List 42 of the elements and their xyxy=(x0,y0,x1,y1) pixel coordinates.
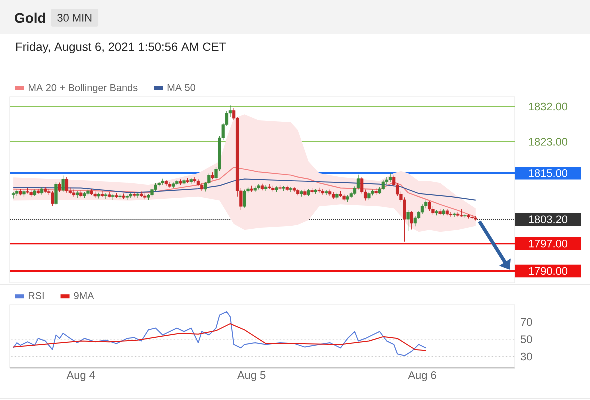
chart-subtitle: 30 MIN xyxy=(58,14,92,22)
candlestick xyxy=(72,190,76,198)
candlestick xyxy=(51,190,54,207)
candlestick xyxy=(321,189,325,196)
candlestick xyxy=(406,210,410,232)
y-tick-label: 50 xyxy=(520,336,532,344)
candlestick xyxy=(12,192,16,200)
candlestick xyxy=(410,210,414,230)
x-tick-label: Aug 6 xyxy=(408,372,436,382)
ref-line-label: 1790.00 xyxy=(529,267,568,276)
text: Friday, August 6, 2021 1:50:56 AM CET xyxy=(16,42,226,54)
legend-label: 9MA xyxy=(74,292,94,300)
y-tick-label: 70 xyxy=(521,318,532,326)
candlestick xyxy=(76,191,80,199)
candlestick xyxy=(65,176,68,194)
ref-line-label: 1797.00 xyxy=(529,240,568,248)
candlestick xyxy=(324,190,328,196)
ref-line-label: 1823.00 xyxy=(529,138,568,146)
ref-line-label: 1832.00 xyxy=(529,102,568,111)
candlestick xyxy=(104,193,108,200)
ref-line-label: 1815.00 xyxy=(529,169,568,178)
candlestick xyxy=(452,212,456,218)
chart-title: Gold xyxy=(15,12,46,24)
y-tick-label: 30 xyxy=(520,352,532,361)
candlestick xyxy=(243,190,246,208)
candlestick xyxy=(54,182,58,206)
candlestick xyxy=(289,187,293,193)
candlestick xyxy=(382,180,385,190)
legend-label: MA 50 xyxy=(168,84,196,92)
x-tick-label: Aug 4 xyxy=(66,372,96,382)
legend-label: RSI xyxy=(28,292,44,300)
candlestick xyxy=(58,182,62,192)
candlestick xyxy=(388,173,392,182)
candlestick xyxy=(136,192,140,198)
candlestick xyxy=(62,175,65,192)
candlestick xyxy=(193,176,196,184)
candlestick xyxy=(428,200,432,212)
line-series xyxy=(13,323,427,352)
x-tick-label: Aug 5 xyxy=(238,372,266,382)
candlestick xyxy=(132,192,136,198)
legend-label: MA 20 + Bollinger Bands xyxy=(28,84,138,94)
ref-line-label: 1803.20 xyxy=(529,216,568,224)
